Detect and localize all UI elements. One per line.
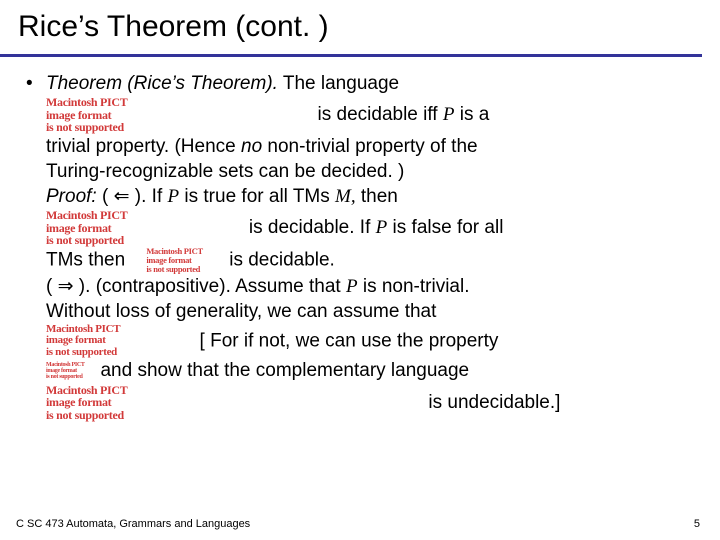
slide-number: 5 xyxy=(694,518,700,530)
pict-error-icon: Macintosh PICT image format is not suppo… xyxy=(46,209,127,247)
text: then xyxy=(356,186,398,207)
line-9: Without loss of generality, we can assum… xyxy=(46,299,694,324)
var-p: P xyxy=(346,276,358,297)
text: is decidable. xyxy=(224,249,335,270)
line-11: Macintosh PICT image format is not suppo… xyxy=(46,358,694,383)
line-7: TMs then Macintosh PICT image format is … xyxy=(46,247,694,274)
text: is true for all TMs xyxy=(179,186,335,207)
text: trivial property. (Hence xyxy=(46,136,241,157)
line-12: Macintosh PICT image format is not suppo… xyxy=(46,384,694,422)
proof-label: Proof: xyxy=(46,186,97,207)
text: Without loss of generality, we can assum… xyxy=(46,301,436,322)
text: is a xyxy=(454,104,489,125)
line-8: ( ⇒ ). (contrapositive). Assume that P i… xyxy=(46,274,694,299)
var-p: P xyxy=(168,186,180,207)
bullet-content: Theorem (Rice’s Theorem). The language M… xyxy=(46,71,694,421)
var-m: M, xyxy=(335,186,356,207)
pict-error-icon: Macintosh PICT image format is not suppo… xyxy=(146,247,202,274)
var-p: P xyxy=(376,217,388,238)
text: is false for all xyxy=(387,217,503,238)
text: and show that the complementary language xyxy=(95,360,469,381)
line-10: Macintosh PICT image format is not suppo… xyxy=(46,324,694,359)
bullet-icon: • xyxy=(26,71,46,96)
text: is non-trivial. xyxy=(358,276,470,297)
text-italic: no xyxy=(241,136,262,157)
text: [ For if not, we can use the property xyxy=(200,330,499,351)
text: non-trivial property of the xyxy=(262,136,477,157)
text: TMs then xyxy=(46,249,130,270)
pict-error-icon: Macintosh PICT image format is not suppo… xyxy=(46,384,127,422)
text: Turing-recognizable sets can be decided.… xyxy=(46,161,404,182)
text: is undecidable.] xyxy=(423,391,560,412)
pict-error-icon: Macintosh PICT image format is not suppo… xyxy=(46,96,127,134)
theorem-label: Theorem (Rice’s Theorem). xyxy=(46,73,278,94)
line-6: Macintosh PICT image format is not suppo… xyxy=(46,209,694,247)
slide-title: Rice’s Theorem (cont. ) xyxy=(18,10,702,44)
line-3: trivial property. (Hence no non-trivial … xyxy=(46,134,694,159)
slide-body: • Theorem (Rice’s Theorem). The language… xyxy=(0,57,720,421)
line-5: Proof: ( ⇐ ). If P is true for all TMs M… xyxy=(46,184,694,209)
line-1: Theorem (Rice’s Theorem). The language xyxy=(46,71,694,96)
text: ( ⇒ ). (contrapositive). Assume that xyxy=(46,276,346,297)
text: is decidable. If xyxy=(244,217,376,238)
text: ( ⇐ ). If xyxy=(97,186,168,207)
text: is decidable iff xyxy=(312,104,443,125)
line-2: Macintosh PICT image format is not suppo… xyxy=(46,96,694,134)
text: The language xyxy=(278,73,399,94)
line-4: Turing-recognizable sets can be decided.… xyxy=(46,159,694,184)
pict-error-icon: Macintosh PICT image format is not suppo… xyxy=(46,324,120,359)
pict-error-icon: Macintosh PICT image format is not suppo… xyxy=(46,362,85,380)
footer-left: C SC 473 Automata, Grammars and Language… xyxy=(16,518,250,530)
var-p: P xyxy=(443,104,455,125)
